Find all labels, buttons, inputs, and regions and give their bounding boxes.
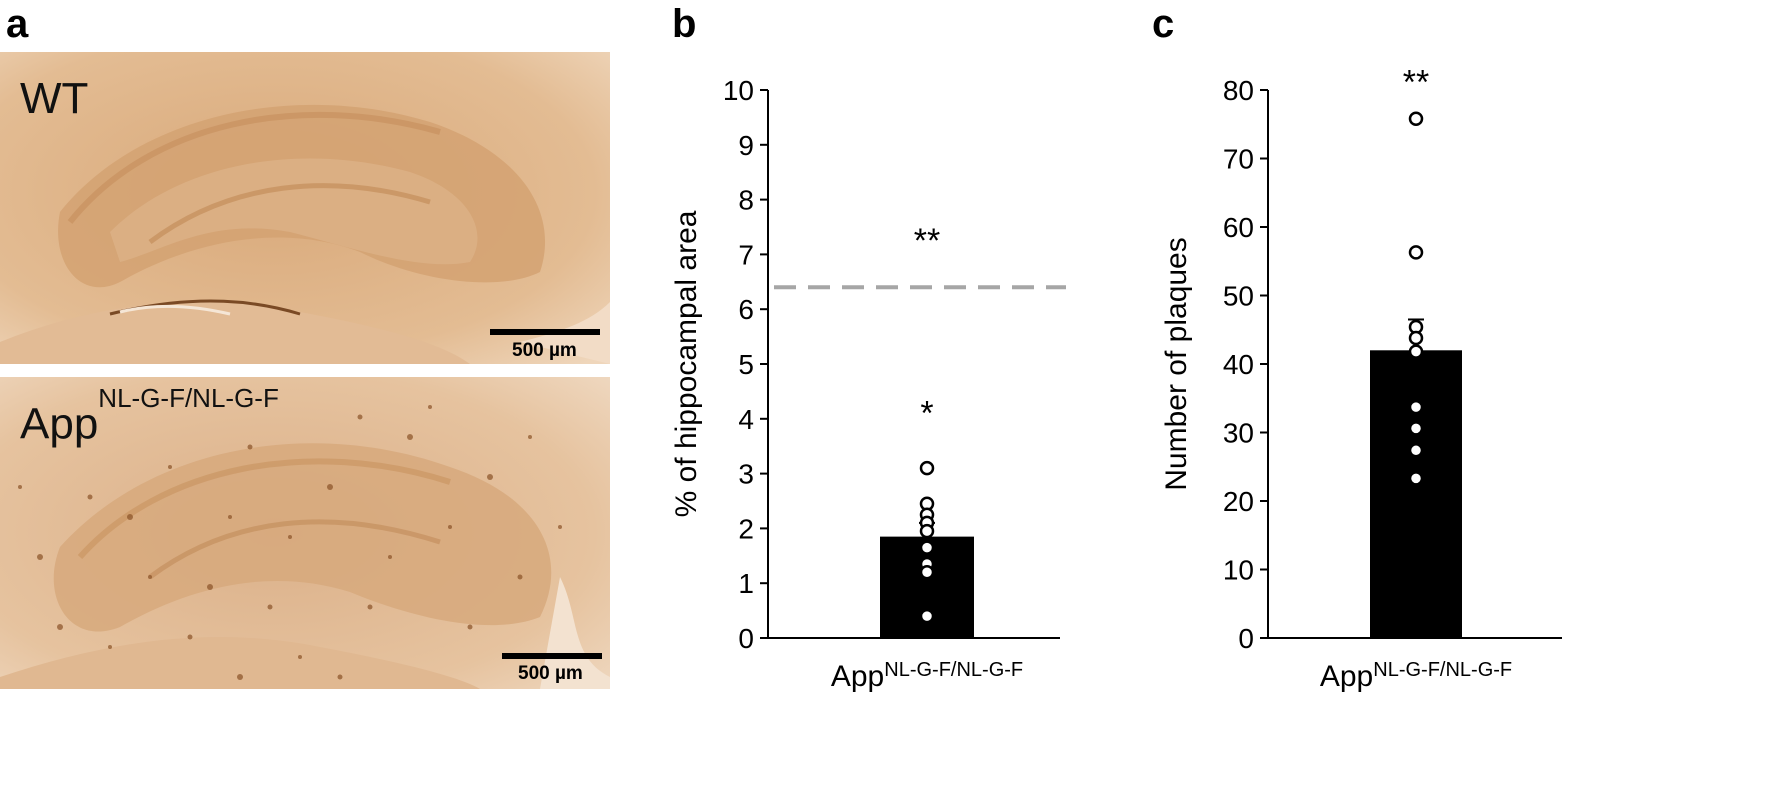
panel-letter-a: a [6,2,29,46]
significance-annotation: ** [914,222,940,260]
x-tick-label-base: App [831,660,884,693]
bar [1370,350,1462,638]
data-point [1408,344,1424,359]
y-tick-label: 1 [738,568,754,599]
x-tick-label-base: App [1320,660,1373,693]
y-tick-label: 7 [738,239,754,270]
y-tick-label: 60 [1223,212,1254,243]
scale-bar-label: 500 µm [518,663,583,684]
y-axis-label: % of hippocampal area [670,210,703,517]
x-tick-label: AppNL-G-F/NL-G-F [1320,659,1512,693]
data-point [919,460,935,476]
y-tick-label: 6 [738,294,754,325]
data-point [1408,399,1424,415]
micrograph-wt-image [0,52,690,364]
y-tick-label: 30 [1223,418,1254,449]
data-point [1408,245,1424,260]
y-axis-label: Number of plaques [1160,237,1193,490]
y-tick-label: 8 [738,185,754,216]
micrograph-app-image [0,377,690,689]
y-tick-label: 70 [1223,144,1254,175]
y-tick-label: 2 [738,513,754,544]
panel-letter-b: b [672,2,697,46]
data-point [1408,443,1424,458]
y-tick-label: 3 [738,459,754,490]
significance-annotation: * [920,395,933,433]
x-tick-label: AppNL-G-F/NL-G-F [831,659,1023,693]
panel-letter-c: c [1152,2,1175,46]
y-tick-label: 5 [738,349,754,380]
data-point [1408,330,1424,346]
scale-bar [502,653,602,659]
y-tick-label: 50 [1223,281,1254,312]
significance-annotation: ** [1403,64,1429,102]
micrograph-app-label: AppNL-G-F/NL-G-F [20,383,279,449]
data-point [919,540,935,555]
micrograph-wt: WT 500 µm [0,52,690,364]
y-tick-label: 10 [723,75,754,106]
scale-bar-label: 500 µm [512,340,577,361]
x-tick-label-sup: NL-G-F/NL-G-F [884,659,1023,681]
y-tick-label: 10 [1223,555,1254,586]
y-tick-label: 80 [1223,75,1254,106]
data-point [919,523,935,539]
y-tick-label: 0 [1238,623,1254,654]
data-point [1408,421,1424,436]
micrograph-app: AppNL-G-F/NL-G-F 500 µm [0,377,690,689]
data-point [919,564,935,580]
y-tick-label: 20 [1223,486,1254,517]
data-point [1408,111,1424,127]
scale-bar [490,329,600,335]
y-tick-label: 0 [738,623,754,654]
y-tick-label: 40 [1223,349,1254,380]
y-tick-label: 9 [738,130,754,161]
data-point [919,608,935,624]
chart-c: 0 10 20 30 40 50 60 70 80 Number of plaques ** AppN… [1160,64,1562,693]
x-tick-label-sup: NL-G-F/NL-G-F [1373,659,1512,681]
micrograph-wt-label: WT [20,74,89,123]
data-point [1408,471,1424,486]
y-tick-label: 4 [738,404,754,435]
